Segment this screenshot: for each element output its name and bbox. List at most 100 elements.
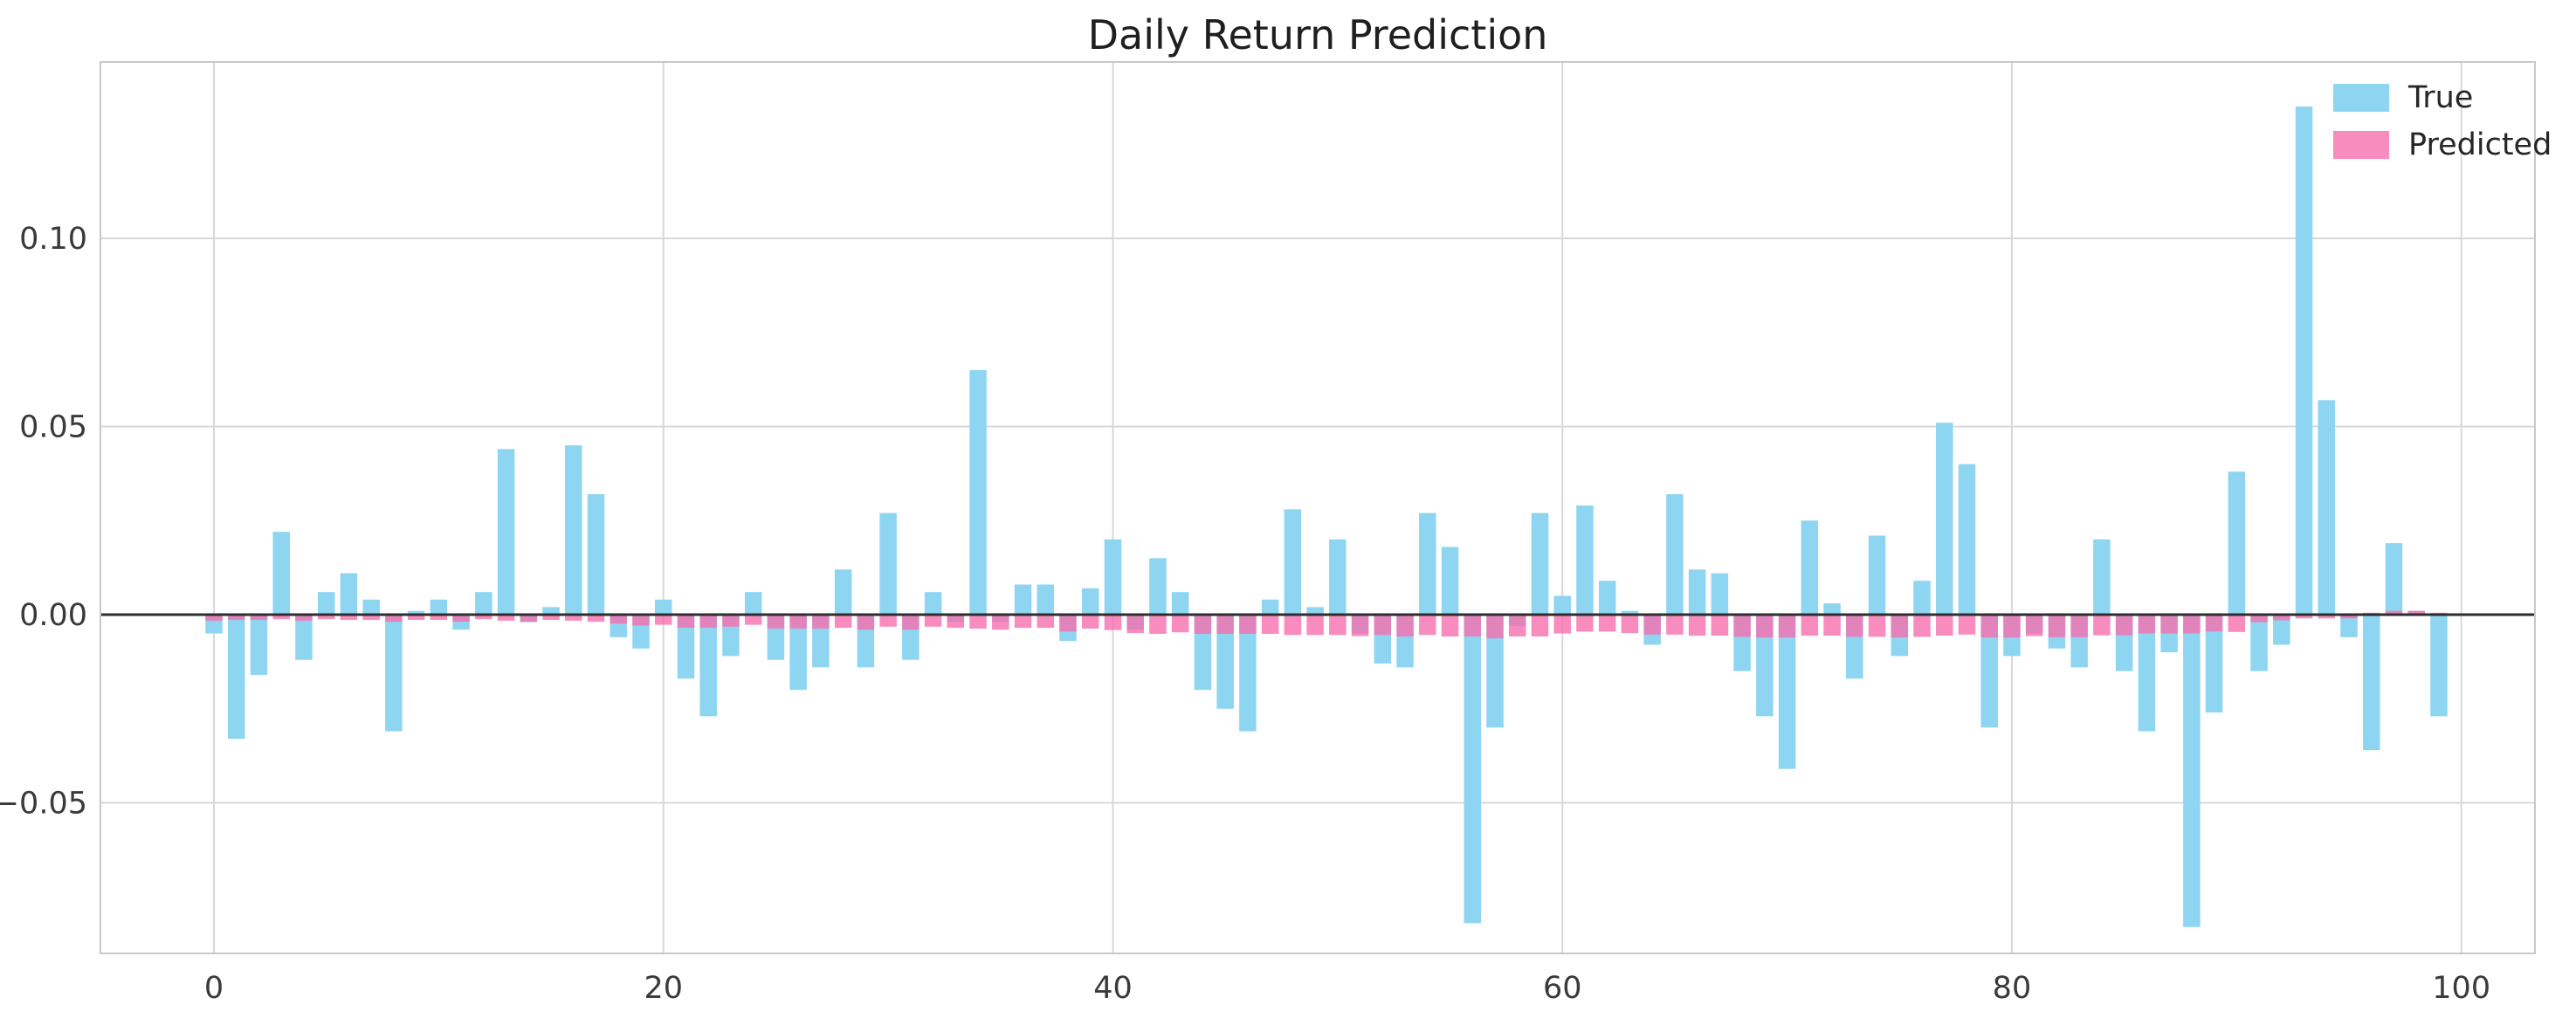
y-axis-tick-labels: 0.10 0.05 0.00 −0.05 bbox=[0, 222, 87, 822]
predicted-bar bbox=[812, 615, 830, 629]
true-bar bbox=[2385, 543, 2403, 615]
true-bar bbox=[1935, 423, 1953, 615]
predicted-bar bbox=[992, 615, 1009, 630]
true-bar bbox=[1014, 584, 1032, 615]
true-bar bbox=[1621, 610, 1639, 615]
predicted-bar bbox=[1261, 615, 1279, 634]
predicted-bar bbox=[1306, 615, 1324, 636]
predicted-bar bbox=[1711, 615, 1729, 636]
true-bar bbox=[834, 569, 852, 615]
predicted-bar bbox=[969, 615, 987, 629]
y-tick-label: 0.05 bbox=[19, 410, 87, 445]
predicted-bar bbox=[407, 615, 425, 621]
predicted-bar bbox=[227, 615, 245, 621]
x-tick-label: 100 bbox=[2432, 971, 2490, 1006]
predicted-bar bbox=[1014, 615, 1032, 629]
predicted-bar bbox=[767, 615, 785, 629]
true-bar bbox=[2363, 615, 2380, 751]
true-bar bbox=[2318, 400, 2336, 615]
predicted-bar bbox=[1958, 615, 1976, 635]
predicted-bar bbox=[924, 615, 942, 627]
predicted-bar bbox=[1351, 615, 1369, 636]
true-bar bbox=[789, 615, 807, 691]
predicted-bar bbox=[2003, 615, 2021, 638]
true-bar bbox=[1306, 607, 1324, 615]
predicted-bar bbox=[2407, 610, 2425, 615]
predicted-bar bbox=[1778, 615, 1796, 638]
y-tick-label: 0.10 bbox=[19, 222, 87, 257]
predicted-bar bbox=[1823, 615, 1841, 636]
predicted-bar bbox=[430, 615, 448, 621]
true-bar bbox=[1666, 494, 1684, 615]
gridlines bbox=[100, 62, 2535, 953]
predicted-bar bbox=[1756, 615, 1774, 638]
predicted-bar bbox=[1846, 615, 1863, 637]
true-bar bbox=[1980, 615, 1998, 728]
predicted-bar bbox=[1733, 615, 1751, 637]
predicted-bar bbox=[1239, 615, 1257, 634]
true-bar bbox=[385, 615, 403, 732]
predicted-bar bbox=[2070, 615, 2088, 637]
predicted-bar bbox=[340, 615, 358, 621]
predicted-bar bbox=[1284, 615, 1302, 636]
y-tick-label: −0.05 bbox=[0, 787, 87, 822]
predicted-bar bbox=[2250, 615, 2268, 622]
true-bar bbox=[1778, 615, 1796, 769]
x-axis-tick-labels: 0 20 40 60 80 100 bbox=[204, 971, 2490, 1006]
true-bar bbox=[1756, 615, 1774, 717]
true-bar bbox=[1913, 581, 1931, 615]
predicted-bar bbox=[2295, 615, 2313, 619]
predicted-bar bbox=[295, 615, 313, 621]
true-bar bbox=[1171, 592, 1189, 615]
predicted-bar bbox=[1935, 615, 1953, 636]
predicted-bar bbox=[1508, 615, 1526, 636]
x-tick-label: 0 bbox=[204, 971, 224, 1006]
true-bar bbox=[542, 607, 560, 615]
true-bar bbox=[227, 615, 245, 739]
predicted-bar bbox=[2228, 615, 2246, 632]
predicted-bar bbox=[857, 615, 875, 630]
predicted-bar bbox=[497, 615, 515, 621]
predicted-bar bbox=[2183, 615, 2201, 634]
true-bar bbox=[2250, 615, 2268, 671]
predicted-bar bbox=[1868, 615, 1886, 637]
predicted-bar bbox=[1464, 615, 1482, 636]
predicted-bars bbox=[205, 610, 2448, 639]
true-bars bbox=[205, 107, 2448, 927]
true-bar bbox=[1441, 547, 1459, 615]
true-bar bbox=[1823, 603, 1841, 615]
x-tick-label: 80 bbox=[1993, 971, 2032, 1006]
legend: True Predicted bbox=[2333, 80, 2552, 162]
true-bar bbox=[1037, 584, 1055, 615]
predicted-bar bbox=[2115, 615, 2133, 636]
y-tick-label: 0.00 bbox=[19, 598, 87, 633]
predicted-bar bbox=[902, 615, 920, 630]
predicted-bar bbox=[1104, 615, 1122, 630]
true-bar bbox=[2183, 615, 2201, 927]
predicted-bar bbox=[2160, 615, 2178, 634]
true-bar bbox=[1801, 520, 1819, 615]
true-bar bbox=[1284, 509, 1302, 615]
true-bar bbox=[362, 599, 380, 615]
true-bar bbox=[317, 592, 335, 615]
true-bar bbox=[1486, 615, 1504, 728]
chart-title: Daily Return Prediction bbox=[1088, 11, 1548, 58]
predicted-bar bbox=[947, 615, 965, 629]
legend-label-true: True bbox=[2407, 80, 2473, 115]
predicted-bar bbox=[452, 615, 470, 622]
predicted-bar bbox=[542, 615, 560, 621]
predicted-bar bbox=[1194, 615, 1212, 634]
legend-label-predicted: Predicted bbox=[2408, 127, 2552, 162]
predicted-bar bbox=[789, 615, 807, 629]
predicted-bar bbox=[272, 615, 290, 620]
predicted-bar bbox=[362, 615, 380, 621]
true-bar bbox=[879, 512, 897, 615]
true-bar bbox=[2273, 615, 2290, 645]
true-bar bbox=[744, 592, 762, 615]
true-bar bbox=[587, 494, 605, 615]
predicted-bar bbox=[1553, 615, 1571, 634]
predicted-bar bbox=[587, 615, 605, 622]
predicted-bar bbox=[2340, 615, 2358, 619]
